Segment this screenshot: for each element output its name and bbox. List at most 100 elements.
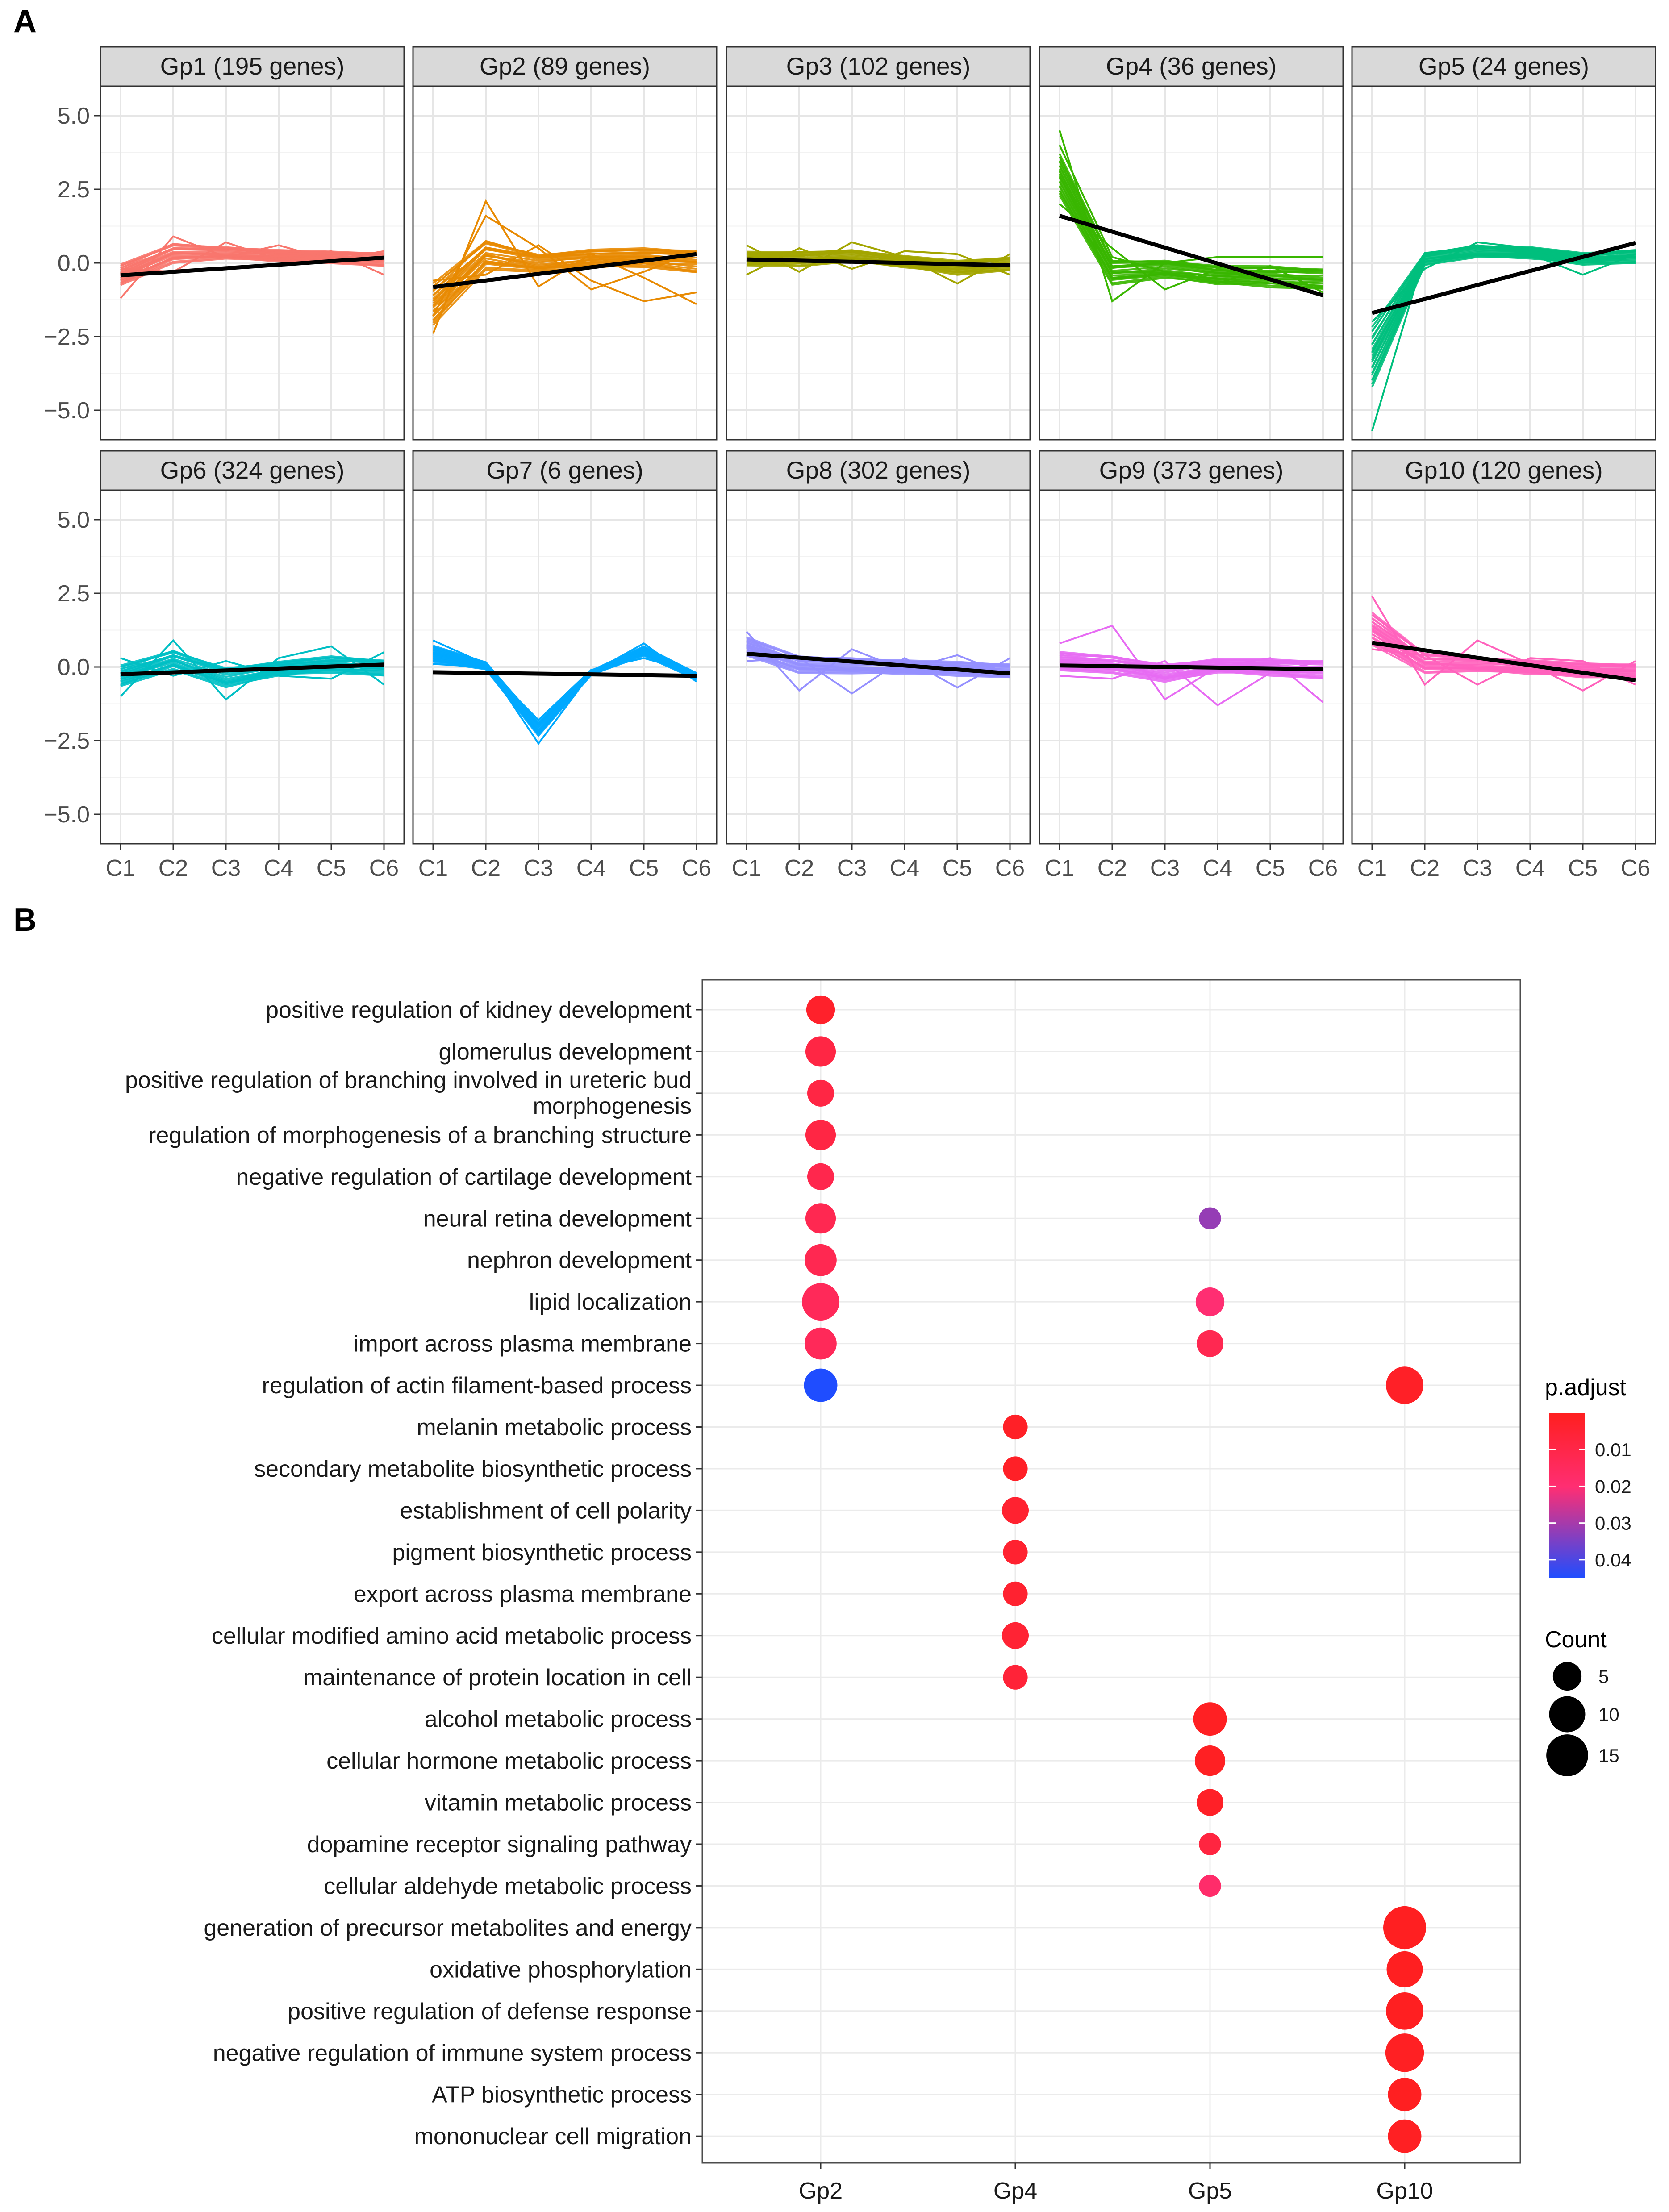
- enrichment-dot: [807, 1163, 834, 1190]
- facet-strip: [726, 46, 1031, 87]
- term-label: negative regulation of immune system pro…: [213, 2040, 692, 2066]
- enrichment-dot: [1003, 1581, 1028, 1606]
- term-label: import across plasma membrane: [354, 1331, 692, 1357]
- enrichment-dot: [805, 1244, 837, 1276]
- facet-gp9: Gp9 (373 genes) C1 C2 C3 C4 C5 C6: [1039, 450, 1344, 881]
- x-tick-label: C5: [943, 855, 972, 881]
- color-legend-bar: [1549, 1413, 1585, 1578]
- facet-gp7: Gp7 (6 genes) C1 C2 C3 C4 C5 C6: [412, 450, 718, 881]
- x-tick-label: Gp4: [993, 2178, 1037, 2204]
- enrichment-dot: [1199, 1207, 1221, 1229]
- facet-title: Gp3 (102 genes): [786, 52, 971, 80]
- gene-profile-line: [1371, 625, 1636, 671]
- term-label: oxidative phosphorylation: [430, 1957, 692, 1983]
- facet-border: [726, 489, 1031, 845]
- facet-title: Gp6 (324 genes): [160, 456, 345, 484]
- size-legend-dot: [1546, 1734, 1588, 1776]
- enrichment-dot: [1003, 1456, 1028, 1481]
- enrichment-dot: [1388, 2078, 1422, 2112]
- enrichment-dot: [1199, 1875, 1221, 1897]
- facet-title: Gp2 (89 genes): [480, 52, 650, 80]
- facet-strip: [726, 450, 1031, 491]
- gene-profile-line: [746, 241, 1010, 285]
- y-tick-label: 5.0: [58, 507, 90, 533]
- x-tick-label: C4: [576, 855, 606, 881]
- panel-label-a: A: [13, 4, 37, 39]
- term-label: regulation of actin filament-based proce…: [262, 1373, 692, 1399]
- term-label: secondary metabolite biosynthetic proces…: [254, 1456, 692, 1482]
- term-label: cellular aldehyde metabolic process: [324, 1873, 692, 1899]
- y-tick-label: 2.5: [58, 177, 90, 203]
- x-tick-label: C5: [1256, 855, 1285, 881]
- term-label: pigment biosynthetic process: [392, 1540, 692, 1566]
- gene-profile-line: [1371, 241, 1636, 323]
- enrichment-dot: [1193, 1702, 1227, 1736]
- x-tick-label: Gp5: [1188, 2178, 1232, 2204]
- facet-gp10: Gp10 (120 genes) C1 C2 C3 C4 C5 C6: [1351, 450, 1656, 881]
- trend-line: [1059, 663, 1323, 671]
- gene-profile-line: [120, 651, 384, 669]
- gene-profile-line: [1059, 660, 1323, 707]
- dot-plot-border: [701, 979, 1521, 2164]
- term-label: vitamin metabolic process: [425, 1790, 692, 1816]
- enrichment-dot: [1003, 1414, 1028, 1440]
- gene-profile-line: [746, 247, 1010, 276]
- size-legend-label: 15: [1598, 1745, 1619, 1766]
- facet-border: [726, 85, 1031, 441]
- facet-border: [1351, 489, 1656, 845]
- x-tick-label: C6: [995, 855, 1025, 881]
- enrichment-dot: [802, 1283, 839, 1321]
- enrichment-dot: [1383, 1906, 1426, 1949]
- x-tick-label: C1: [732, 855, 761, 881]
- enrichment-dot: [1194, 1745, 1226, 1776]
- facet-strip: [100, 46, 405, 87]
- x-tick-label: Gp10: [1376, 2178, 1433, 2204]
- x-tick-label: Gp2: [799, 2178, 843, 2204]
- size-legend-label: 5: [1598, 1666, 1609, 1687]
- gene-profile-line: [1372, 648, 1636, 686]
- gene-profile-line: [432, 242, 697, 287]
- enrichment-dot: [804, 1368, 838, 1402]
- y-tick-label: 2.5: [58, 581, 90, 607]
- enrichment-dot: [1388, 2119, 1422, 2153]
- x-tick-label: C1: [1357, 855, 1387, 881]
- size-legend-dot: [1549, 1696, 1586, 1733]
- color-legend-label: 0.02: [1595, 1476, 1631, 1497]
- x-tick-label: C4: [1203, 855, 1232, 881]
- trend-line: [1371, 241, 1636, 315]
- facet-title: Gp8 (302 genes): [786, 456, 971, 484]
- gene-profile-line: [120, 244, 384, 267]
- x-tick-label: C5: [629, 855, 659, 881]
- x-tick-label: C2: [471, 855, 501, 881]
- enrichment-dot: [1199, 1833, 1221, 1855]
- panel-label-b: B: [13, 902, 37, 938]
- enrichment-dot: [805, 1327, 837, 1360]
- color-legend-title: p.adjust: [1545, 1375, 1627, 1400]
- gene-profile-line: [1059, 145, 1323, 293]
- gene-profile-line: [120, 639, 385, 701]
- x-tick-label: C6: [682, 855, 711, 881]
- facet-gp8: Gp8 (302 genes) C1 C2 C3 C4 C5 C6: [726, 450, 1031, 881]
- term-label: positive regulation of kidney developmen…: [266, 997, 692, 1023]
- enrichment-dot: [805, 1120, 836, 1150]
- y-tick-label: −2.5: [44, 324, 90, 350]
- term-label: ATP biosynthetic process: [432, 2082, 692, 2108]
- term-label: melanin metabolic process: [417, 1415, 692, 1441]
- facet-border: [1039, 85, 1344, 441]
- enrichment-dot: [1386, 1992, 1423, 2030]
- gene-profile-line: [746, 631, 1010, 692]
- enrichment-dot: [806, 995, 835, 1025]
- term-label: positive regulation of defense response: [288, 1999, 692, 2025]
- trend-line: [1059, 214, 1324, 297]
- term-label: maintenance of protein location in cell: [303, 1665, 692, 1691]
- y-tick-label: 5.0: [58, 103, 90, 129]
- gene-profile-line: [1371, 596, 1636, 692]
- gene-profile-line: [1059, 156, 1323, 271]
- gene-profile-line: [432, 252, 697, 301]
- x-tick-label: C6: [1621, 855, 1650, 881]
- gene-profile-line: [1371, 244, 1636, 431]
- x-tick-label: C4: [264, 855, 293, 881]
- y-tick-label: −5.0: [44, 398, 90, 424]
- facet-strip: [1351, 450, 1656, 491]
